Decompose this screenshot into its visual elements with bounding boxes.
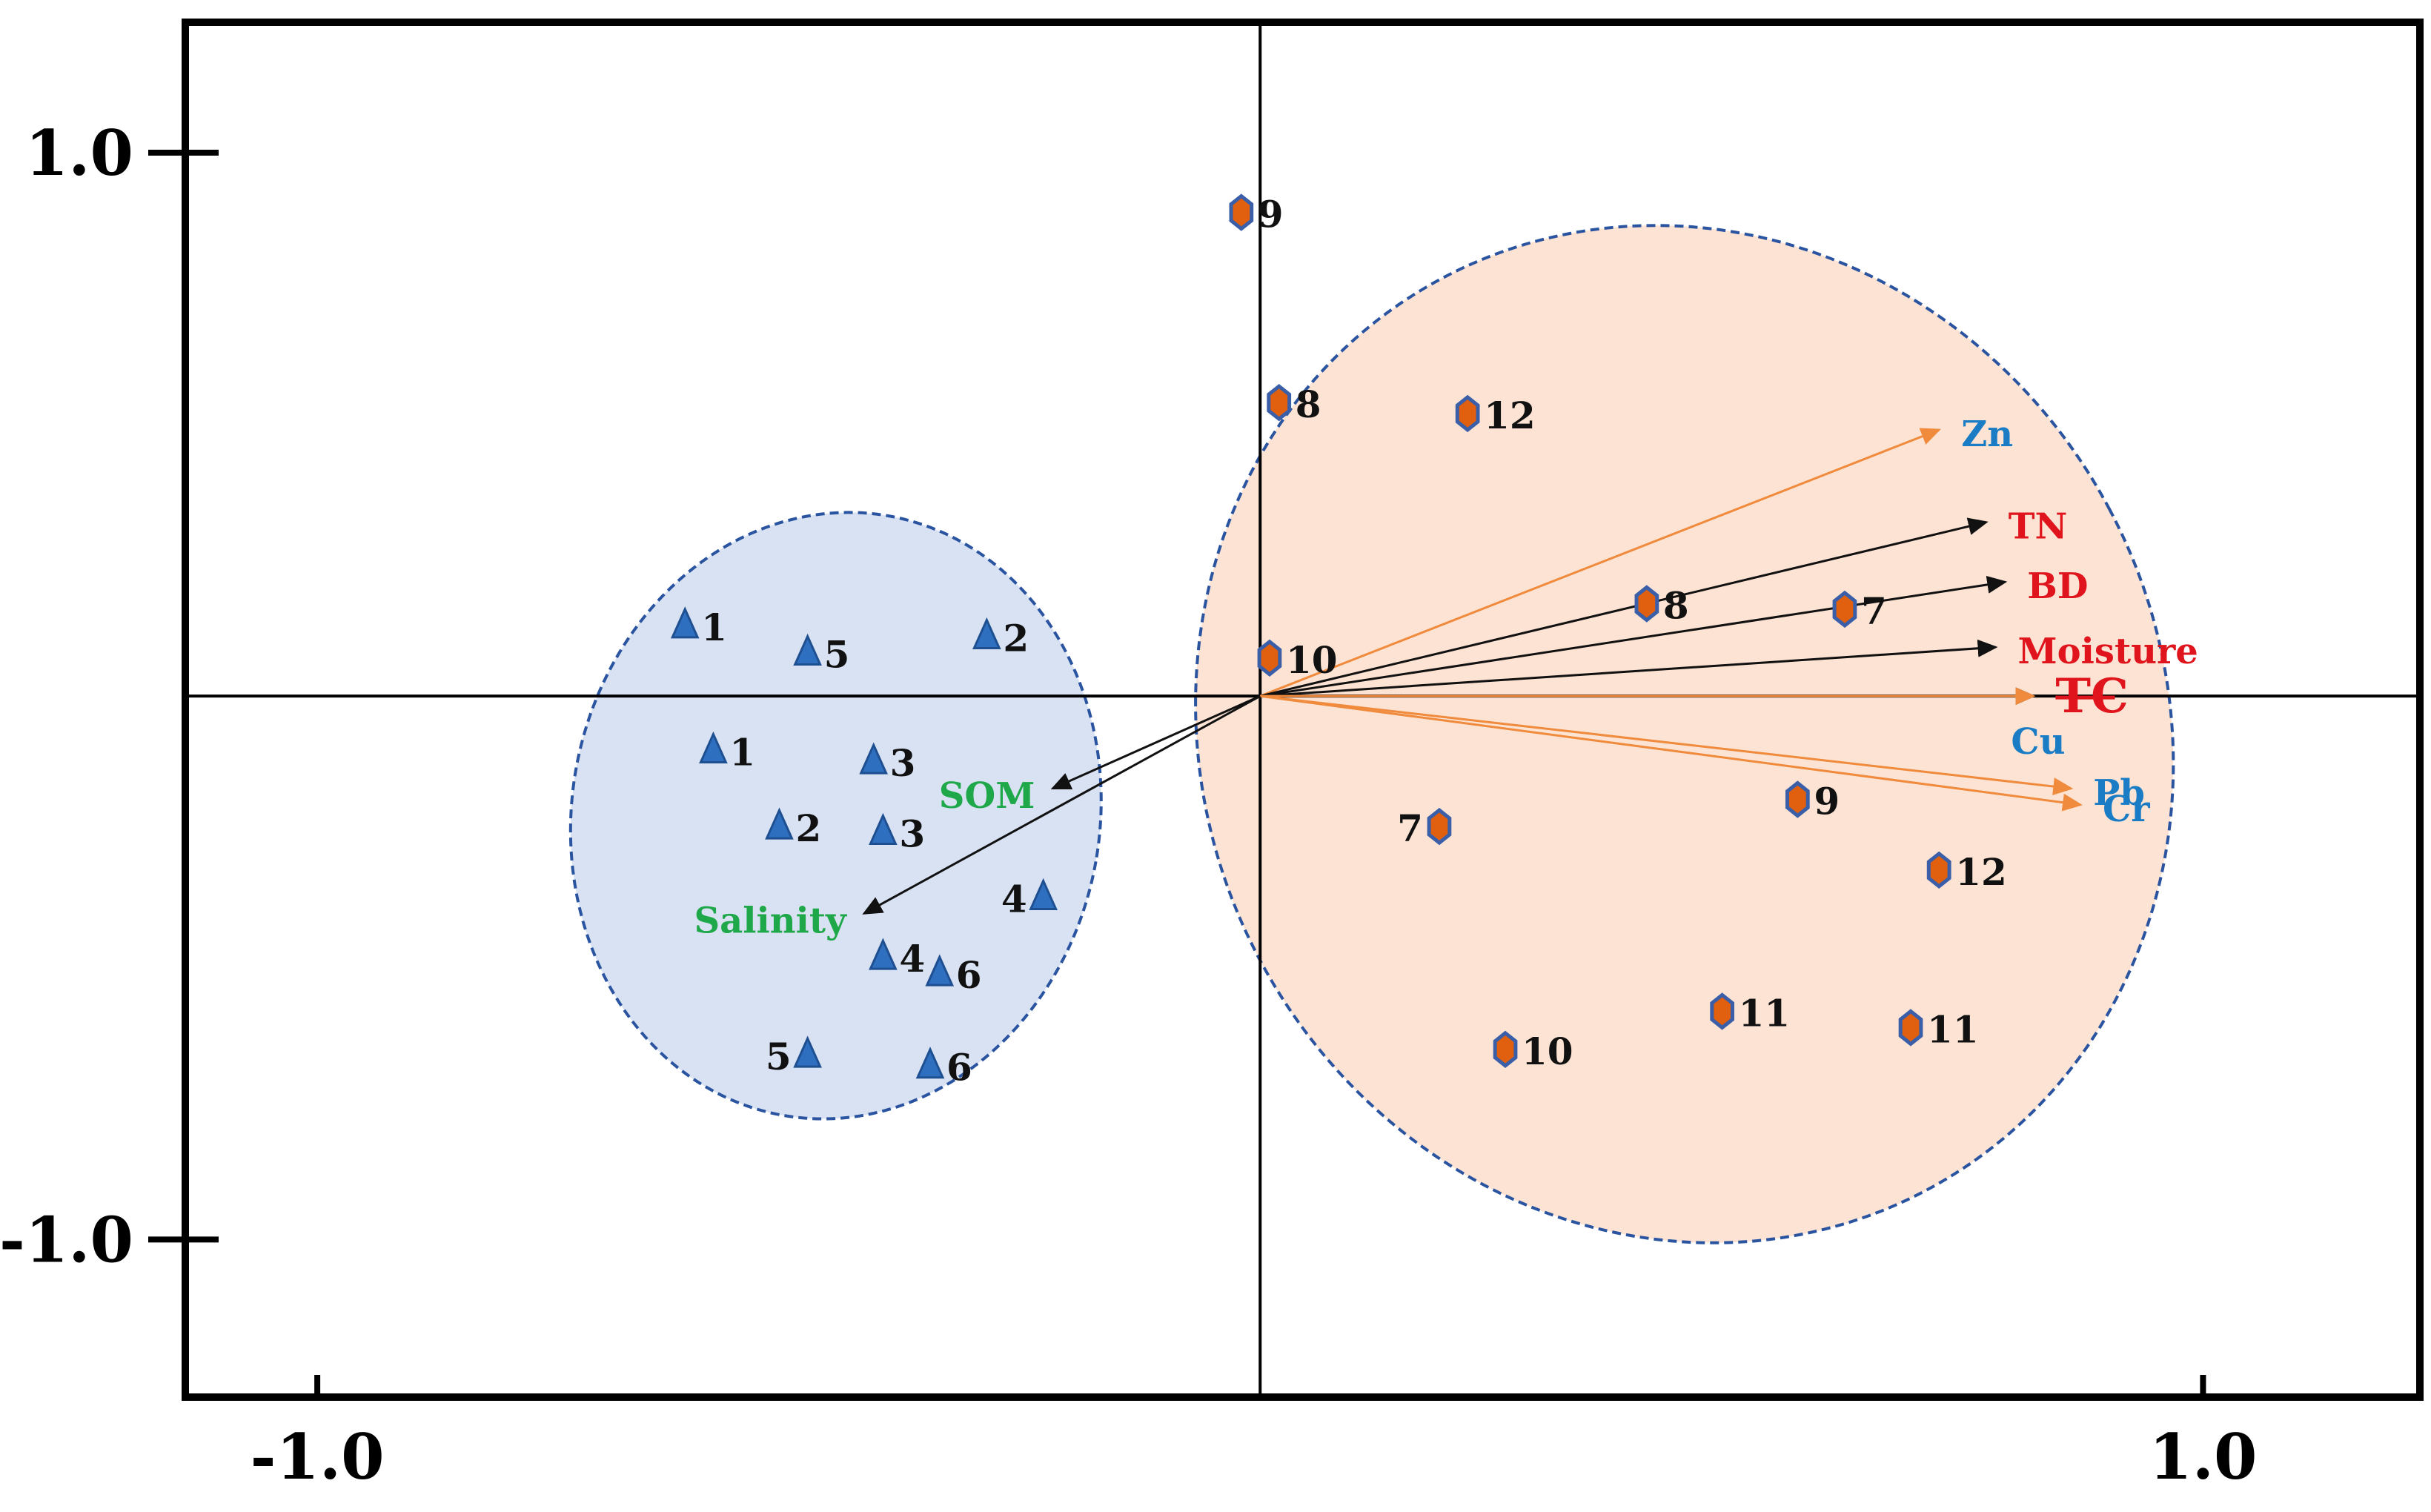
triangle-point: [1029, 878, 1058, 910]
vector-arrow: [1050, 694, 1261, 790]
point-label: 2: [1003, 617, 1029, 660]
point-label: 9: [1258, 193, 1284, 236]
hexagon-point: [1257, 639, 1282, 677]
triangle-point: [793, 1035, 822, 1068]
point-label: 11: [1739, 991, 1791, 1035]
vector-arrow: [862, 694, 1261, 915]
triangle-point: [925, 954, 955, 987]
hexagon-point: [1926, 851, 1951, 889]
vector-label: BD: [2027, 566, 2088, 607]
hexagon-point: [1785, 780, 1810, 818]
point-label: 12: [1484, 394, 1536, 437]
group-ellipse-orange: [1194, 224, 2175, 1244]
x-tick-label: -1.0: [251, 1420, 385, 1493]
y-tick-label: -1.0: [0, 1203, 133, 1276]
hexagon-point: [1832, 590, 1857, 629]
triangle-point: [972, 617, 1001, 650]
point-label: 5: [766, 1035, 792, 1078]
hexagon-point: [1898, 1009, 1923, 1047]
point-label: 3: [890, 741, 916, 785]
point-label: 9: [1814, 779, 1840, 823]
point-label: 3: [899, 812, 925, 855]
triangle-point: [859, 742, 888, 775]
vector-label: Zn: [1961, 414, 2013, 455]
hexagon-point: [1710, 992, 1734, 1030]
point-label: 2: [795, 806, 821, 850]
point-label: 7: [1397, 806, 1423, 850]
point-label: 6: [956, 953, 982, 997]
hexagon-point: [1427, 807, 1452, 846]
plot-frame: [182, 19, 2424, 1401]
vector-label: TN: [2009, 506, 2068, 548]
vector-label: Cu: [2011, 721, 2065, 763]
point-label: 11: [1927, 1007, 1979, 1051]
hexagon-point: [1229, 193, 1254, 231]
y-tick-label: 1.0: [25, 116, 133, 190]
hexagon-point: [1493, 1030, 1518, 1068]
vector-label: SOM: [939, 775, 1035, 817]
point-label: 5: [824, 633, 850, 677]
vector-arrow: [1260, 639, 1998, 697]
vector-arrow: [1260, 694, 2083, 812]
point-label: 8: [1663, 584, 1689, 628]
point-label: 8: [1296, 382, 1321, 426]
vector-arrow: [1259, 428, 1941, 697]
triangle-point: [765, 807, 794, 840]
point-label: 1: [729, 730, 755, 774]
vector-arrow: [1260, 575, 2008, 697]
vector-arrow: [1259, 517, 1989, 697]
triangle-point: [915, 1047, 945, 1079]
triangle-point: [793, 633, 822, 666]
vector-arrow: [1260, 694, 2074, 796]
point-label: 4: [1001, 877, 1027, 921]
hexagon-point: [1455, 394, 1480, 433]
point-label: 4: [899, 937, 925, 981]
triangle-point: [670, 606, 700, 639]
point-label: 7: [1861, 589, 1887, 633]
vector-label: Cr: [2103, 789, 2150, 830]
hexagon-point: [1634, 585, 1659, 623]
vector-label: Moisture: [2018, 631, 2198, 672]
hexagon-point: [1267, 384, 1292, 422]
triangle-point: [699, 731, 728, 763]
vector-label: Pb: [2093, 772, 2145, 814]
x-tick-label: 1.0: [2149, 1420, 2257, 1493]
point-label: 1: [701, 606, 727, 649]
triangle-point: [869, 812, 898, 845]
point-label: 12: [1955, 850, 2007, 894]
point-label: 10: [1522, 1029, 1573, 1073]
point-label: 10: [1286, 638, 1338, 682]
point-label: 6: [946, 1046, 972, 1090]
triangle-point: [869, 938, 898, 970]
vector-label: Salinity: [694, 900, 849, 941]
group-ellipse-blue: [568, 511, 1103, 1121]
